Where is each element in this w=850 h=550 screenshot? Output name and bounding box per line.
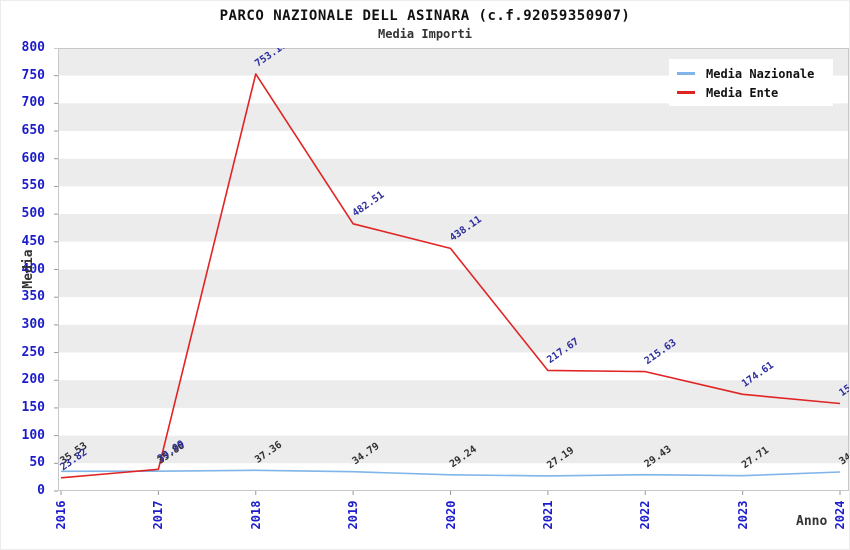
grid-band xyxy=(58,241,849,270)
y-tick-label: 400 xyxy=(21,261,45,277)
legend: Media Nazionale Media Ente xyxy=(669,59,833,106)
x-axis-title: Anno xyxy=(796,514,828,529)
x-tick-label: 2017 xyxy=(151,500,166,530)
grid-band xyxy=(58,324,849,353)
y-tick-label: 800 xyxy=(21,40,45,55)
legend-label: Media Nazionale xyxy=(706,66,815,81)
x-tick-label: 2023 xyxy=(735,500,750,530)
grid-band xyxy=(58,214,849,242)
x-tick-label: 2020 xyxy=(443,500,458,530)
x-tick-label: 2019 xyxy=(346,500,361,530)
legend-item-media-nazionale: Media Nazionale xyxy=(677,64,827,83)
y-tick-label: 450 xyxy=(21,233,45,249)
chart-title: PARCO NAZIONALE DELL ASINARA (c.f.920593… xyxy=(219,8,631,24)
chart-subtitle: Media Importi xyxy=(378,27,472,41)
y-tick-label: 500 xyxy=(21,206,45,222)
y-tick-label: 650 xyxy=(21,123,45,139)
grid-band xyxy=(58,407,849,436)
media-nazionale-line xyxy=(60,469,841,477)
grid-band xyxy=(58,186,849,215)
y-tick-label: 50 xyxy=(29,455,45,471)
plot-border xyxy=(58,48,849,491)
grid-band xyxy=(58,380,849,408)
grid-band xyxy=(58,463,849,491)
y-tick-label: 300 xyxy=(21,316,45,332)
x-tick-label: 2016 xyxy=(54,500,68,530)
y-tick-label: 0 xyxy=(37,483,45,498)
data-point-label: 34.32 xyxy=(837,441,849,467)
media-nazionale-line-swatch xyxy=(677,72,695,75)
grid-band xyxy=(58,103,849,132)
plot-area: 35.53 35.86 37.36 34.79 29.24 27.19 29.43 27.71… xyxy=(54,48,849,495)
y-tick-label: 550 xyxy=(21,178,45,194)
y-axis-title: Media xyxy=(21,249,36,289)
grid-band xyxy=(58,435,849,464)
y-tick-label: 350 xyxy=(21,289,45,305)
x-tick-label: 2024 xyxy=(833,500,847,530)
grid-band xyxy=(58,297,849,325)
grid-band xyxy=(58,158,849,187)
x-tick-label: 2018 xyxy=(248,500,263,530)
grid-band xyxy=(58,269,849,298)
y-tick-label: 200 xyxy=(21,372,45,388)
y-tick-label: 250 xyxy=(21,344,45,360)
y-tick-label: 700 xyxy=(21,95,45,111)
media-ente-line xyxy=(60,73,841,479)
grid-band xyxy=(58,352,849,381)
x-tick-label: 2021 xyxy=(540,500,555,530)
media-ente-line-swatch xyxy=(677,91,695,94)
y-tick-label: 100 xyxy=(21,427,45,443)
legend-item-media-ente: Media Ente xyxy=(677,83,827,102)
y-tick-label: 150 xyxy=(21,399,45,415)
y-tick-label: 600 xyxy=(21,150,45,166)
legend-label: Media Ente xyxy=(706,85,779,100)
y-tick-label: 750 xyxy=(21,67,45,83)
grid-band xyxy=(58,131,849,159)
x-tick-label: 2022 xyxy=(638,500,653,530)
